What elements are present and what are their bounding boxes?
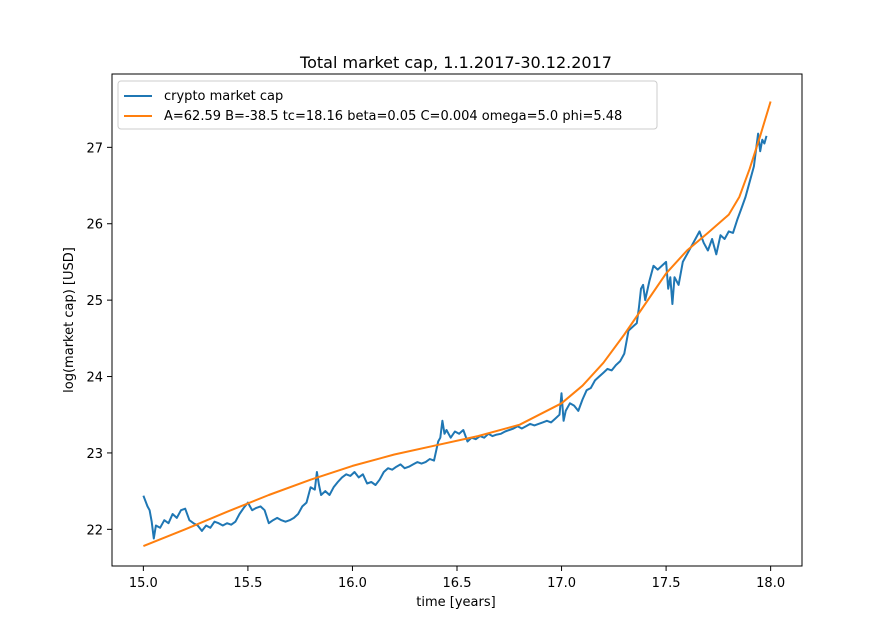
- y-tick-label: 23: [86, 447, 103, 462]
- y-tick-label: 27: [86, 141, 103, 156]
- x-tick-label: 16.0: [338, 576, 367, 591]
- x-tick-label: 17.5: [652, 576, 681, 591]
- x-tick-label: 15.5: [233, 576, 262, 591]
- x-tick-label: 15.0: [129, 576, 158, 591]
- y-axis-label: log(market cap) [USD]: [62, 247, 77, 393]
- x-axis: 15.0 15.5 16.0 16.5 17.0 17.5 18.0: [129, 566, 785, 591]
- legend-label-fit: A=62.59 B=-38.5 tc=18.16 beta=0.05 C=0.0…: [164, 109, 622, 124]
- y-tick-label: 22: [86, 523, 103, 538]
- x-tick-label: 16.5: [443, 576, 472, 591]
- legend: crypto market cap A=62.59 B=-38.5 tc=18.…: [117, 80, 658, 130]
- legend-box: [117, 80, 658, 130]
- plot-lines: [142, 101, 772, 548]
- x-axis-label: time [years]: [416, 595, 495, 610]
- legend-label-market-cap: crypto market cap: [164, 89, 283, 104]
- y-axis: 22 23 24 25 26 27: [86, 141, 112, 538]
- series-line-fit: [143, 101, 772, 548]
- x-tick-label: 17.0: [547, 576, 576, 591]
- y-tick-label: 24: [86, 371, 103, 386]
- chart-title: Total market cap, 1.1.2017-30.12.2017: [299, 53, 612, 72]
- x-tick-label: 18.0: [756, 576, 785, 591]
- y-tick-label: 26: [86, 218, 103, 233]
- y-tick-label: 25: [86, 294, 103, 309]
